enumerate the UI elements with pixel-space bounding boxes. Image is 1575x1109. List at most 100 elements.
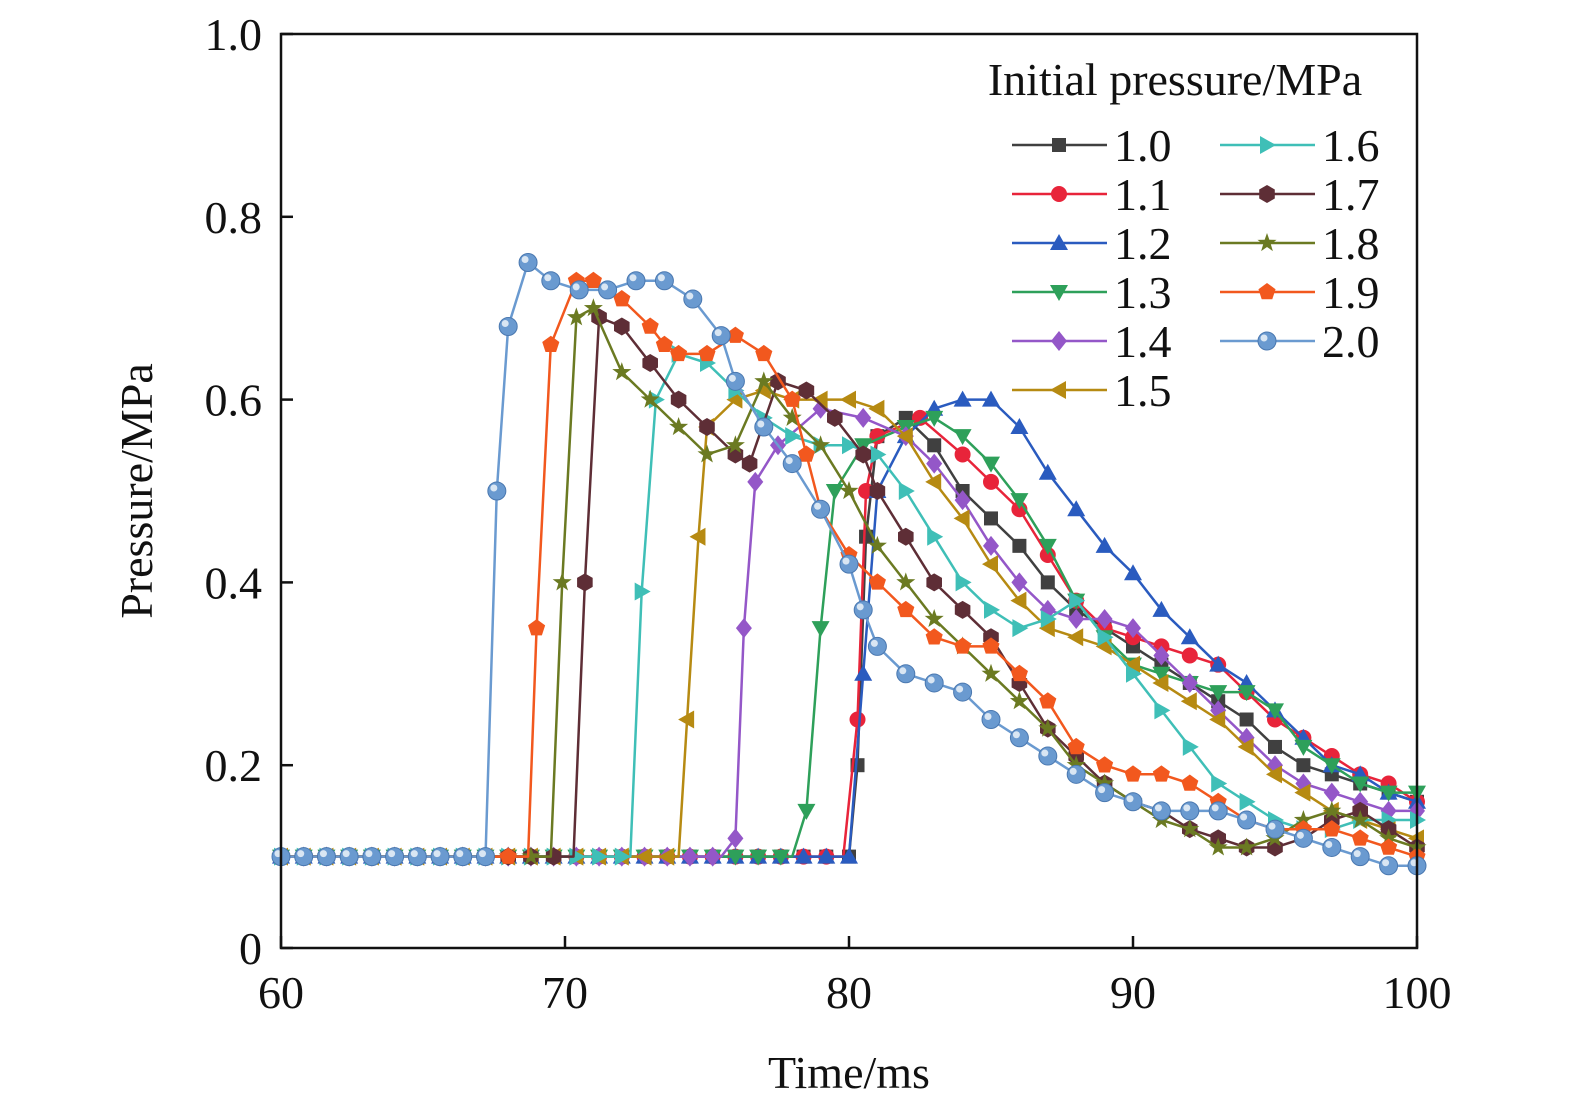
data-point <box>1153 765 1170 781</box>
data-point <box>454 848 472 866</box>
legend-label: 1.5 <box>1114 365 1172 416</box>
y-tick-label: 1.0 <box>205 9 263 60</box>
y-tick-label: 0.2 <box>205 740 263 791</box>
x-tick-label: 70 <box>542 967 588 1018</box>
data-point <box>1039 747 1057 765</box>
legend-label: 2.0 <box>1322 316 1380 367</box>
data-point <box>1352 829 1369 845</box>
data-point <box>954 509 970 527</box>
legend-item-1.0: 1.0 <box>1012 120 1172 171</box>
data-point <box>1096 756 1113 772</box>
legend-label: 1.1 <box>1114 169 1172 220</box>
data-point <box>528 619 545 635</box>
pressure-time-chart: 60 70 80 90 10000.20.40.60.81.0 Time/ms Pres… <box>0 0 1575 1109</box>
data-point <box>1238 811 1256 829</box>
data-point <box>542 336 559 352</box>
data-point <box>1294 829 1312 847</box>
legend-item-1.8: 1.8 <box>1220 218 1380 269</box>
legend-marker <box>1257 233 1276 251</box>
legend-marker <box>1050 381 1066 399</box>
legend-item-1.3: 1.3 <box>1012 267 1172 318</box>
x-tick-label: 60 <box>258 967 304 1018</box>
series-markers <box>271 298 1426 864</box>
series-line <box>281 409 1417 857</box>
data-point <box>1268 740 1282 754</box>
data-point <box>742 455 758 473</box>
y-tick-label: 0.4 <box>205 557 263 608</box>
data-point <box>736 618 752 638</box>
data-point <box>899 482 915 500</box>
data-point <box>1211 774 1227 792</box>
data-point <box>408 848 426 866</box>
legend-item-2.0: 2.0 <box>1220 316 1380 367</box>
data-point <box>1181 802 1199 820</box>
data-point <box>897 665 915 683</box>
data-point <box>1181 692 1197 710</box>
data-point <box>1012 619 1028 637</box>
y-tick-label: 0.8 <box>205 192 263 243</box>
data-point <box>317 848 335 866</box>
y-tick-label: 0.6 <box>205 375 263 426</box>
data-point <box>1124 765 1141 781</box>
series-line <box>281 308 1417 856</box>
data-point <box>488 482 506 500</box>
data-point <box>599 281 617 299</box>
data-point <box>1067 628 1083 646</box>
legend-item-1.2: 1.2 <box>1012 218 1172 269</box>
data-point <box>519 254 537 272</box>
data-point <box>1067 765 1085 783</box>
data-point <box>1012 539 1026 553</box>
data-point <box>726 372 744 390</box>
data-point <box>340 848 358 866</box>
data-point <box>982 711 1000 729</box>
series-2.0 <box>272 254 1426 875</box>
data-point <box>1039 464 1057 480</box>
data-point <box>499 317 517 335</box>
data-point <box>386 848 404 866</box>
data-point <box>1124 793 1142 811</box>
data-point <box>954 683 972 701</box>
data-point <box>955 446 971 462</box>
x-tick-label: 80 <box>826 967 872 1018</box>
legend-marker <box>1052 138 1066 152</box>
legend-label: 1.9 <box>1322 267 1380 318</box>
legend-label: 1.3 <box>1114 267 1172 318</box>
data-point <box>854 665 872 681</box>
data-point <box>927 438 941 452</box>
series-1.1 <box>273 410 1425 865</box>
legend-label: 1.8 <box>1322 218 1380 269</box>
data-point <box>925 473 941 491</box>
data-point <box>476 848 494 866</box>
data-point <box>431 848 449 866</box>
legend-label: 1.4 <box>1114 316 1172 367</box>
legend-marker <box>1258 332 1276 350</box>
data-point <box>1181 774 1198 790</box>
data-point <box>655 272 673 290</box>
data-point <box>868 400 884 418</box>
legend-label: 1.7 <box>1322 169 1380 220</box>
data-point <box>1351 848 1369 866</box>
data-point <box>684 290 702 308</box>
series-markers <box>273 308 1425 865</box>
data-point <box>783 455 801 473</box>
series-markers <box>272 254 1426 875</box>
data-point <box>868 637 886 655</box>
data-point <box>826 484 844 500</box>
legend-item-1.1: 1.1 <box>1012 169 1172 220</box>
data-point <box>1266 820 1284 838</box>
data-point <box>984 511 998 525</box>
data-point <box>812 500 830 518</box>
data-point <box>542 272 560 290</box>
y-axis-label: Pressure/MPa <box>111 363 162 619</box>
legend-label: 1.6 <box>1322 120 1380 171</box>
legend-marker <box>1258 283 1275 299</box>
data-point <box>1096 784 1114 802</box>
data-point <box>1010 729 1028 747</box>
series-line <box>281 391 1417 857</box>
legend-title: Initial pressure/MPa <box>988 54 1362 105</box>
data-point <box>698 345 715 361</box>
data-point <box>984 601 1000 619</box>
legend: Initial pressure/MPa 1.01.11.21.31.41.5 1… <box>988 54 1380 416</box>
data-point <box>1380 857 1398 875</box>
data-point <box>577 573 593 591</box>
